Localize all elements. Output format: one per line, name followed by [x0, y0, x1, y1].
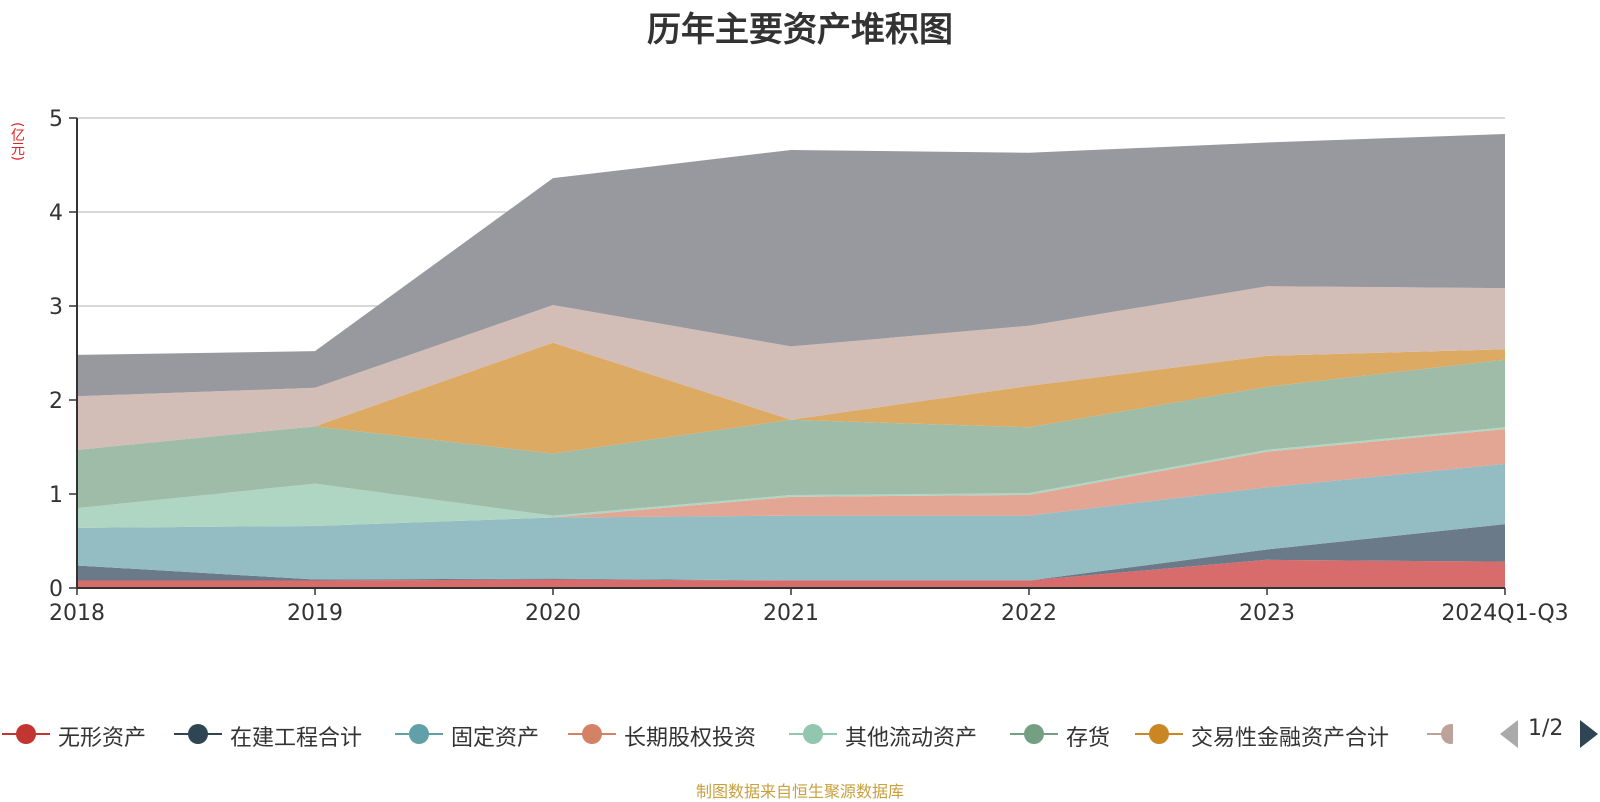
- legend-marker-icon: [1427, 724, 1453, 744]
- x-tick-label: 2022: [1001, 601, 1057, 626]
- legend-marker-icon: [395, 724, 443, 744]
- legend-label: 长期股权投资: [624, 726, 757, 751]
- area-其他流动资产: [77, 427, 1505, 528]
- area-在建工程合计: [77, 524, 1505, 581]
- legend-label: 其他流动资产: [845, 726, 978, 751]
- legend-page-indicator: 1/2: [1528, 716, 1564, 741]
- area-长期股权投资: [77, 429, 1505, 528]
- legend: 无形资产 在建工程合计 固定资产 长期股权投资 其他流动资产 存货 交易性金融资产合计: [0, 714, 1600, 754]
- y-tick-label: 5: [49, 107, 63, 132]
- area-固定资产: [77, 463, 1505, 581]
- x-tick-label: 2018: [49, 601, 105, 626]
- legend-item-truncated[interactable]: [1425, 714, 1453, 754]
- legend-marker-icon: [1010, 724, 1058, 744]
- legend-label: 无形资产: [58, 726, 147, 751]
- legend-marker-icon: [174, 724, 222, 744]
- x-tick-label: 2020: [525, 601, 581, 626]
- chart-title: 历年主要资产堆积图: [647, 10, 953, 50]
- area-series-layer: [77, 133, 1505, 588]
- area-存货: [77, 359, 1505, 516]
- area-交易性金融资产合计: [77, 342, 1505, 454]
- x-tick-label: 2023: [1239, 601, 1295, 626]
- legend-marker-icon: [789, 724, 837, 744]
- legend-label: 交易性金融资产合计: [1191, 726, 1390, 751]
- legend-label: 固定资产: [451, 726, 540, 751]
- area-无形资产: [77, 559, 1505, 588]
- source-note: 制图数据来自恒生聚源数据库: [695, 782, 904, 801]
- stacked-area-chart: 0 1 2 3 4 5 2018 2019 2020 2021 2022 2023 2024Q1-Q3: [49, 107, 1569, 626]
- legend-marker-icon: [568, 724, 616, 744]
- legend-next-page-icon[interactable]: [1578, 720, 1600, 748]
- y-tick-label: 3: [49, 295, 63, 320]
- x-tick-label: 2024Q1-Q3: [1441, 601, 1568, 626]
- x-tick-label: 2019: [287, 601, 343, 626]
- legend-marker-icon: [1135, 724, 1183, 744]
- y-tick-label: 0: [49, 577, 63, 602]
- y-tick-label: 2: [49, 389, 63, 414]
- axes: 0 1 2 3 4 5 2018 2019 2020 2021 2022 2023 2024Q1-Q3: [49, 107, 1569, 626]
- legend-prev-page-icon[interactable]: [1498, 720, 1520, 748]
- y-tick-label: 1: [49, 483, 63, 508]
- legend-label: 在建工程合计: [230, 726, 363, 751]
- area-unlabeled: [77, 133, 1505, 397]
- y-axis-unit-label: (亿元): [9, 122, 25, 161]
- x-tick-label: 2021: [763, 601, 819, 626]
- legend-label: 存货: [1066, 726, 1111, 751]
- y-tick-label: 4: [49, 201, 63, 226]
- area-unlabeled: [77, 286, 1505, 450]
- legend-marker-icon: [2, 724, 50, 744]
